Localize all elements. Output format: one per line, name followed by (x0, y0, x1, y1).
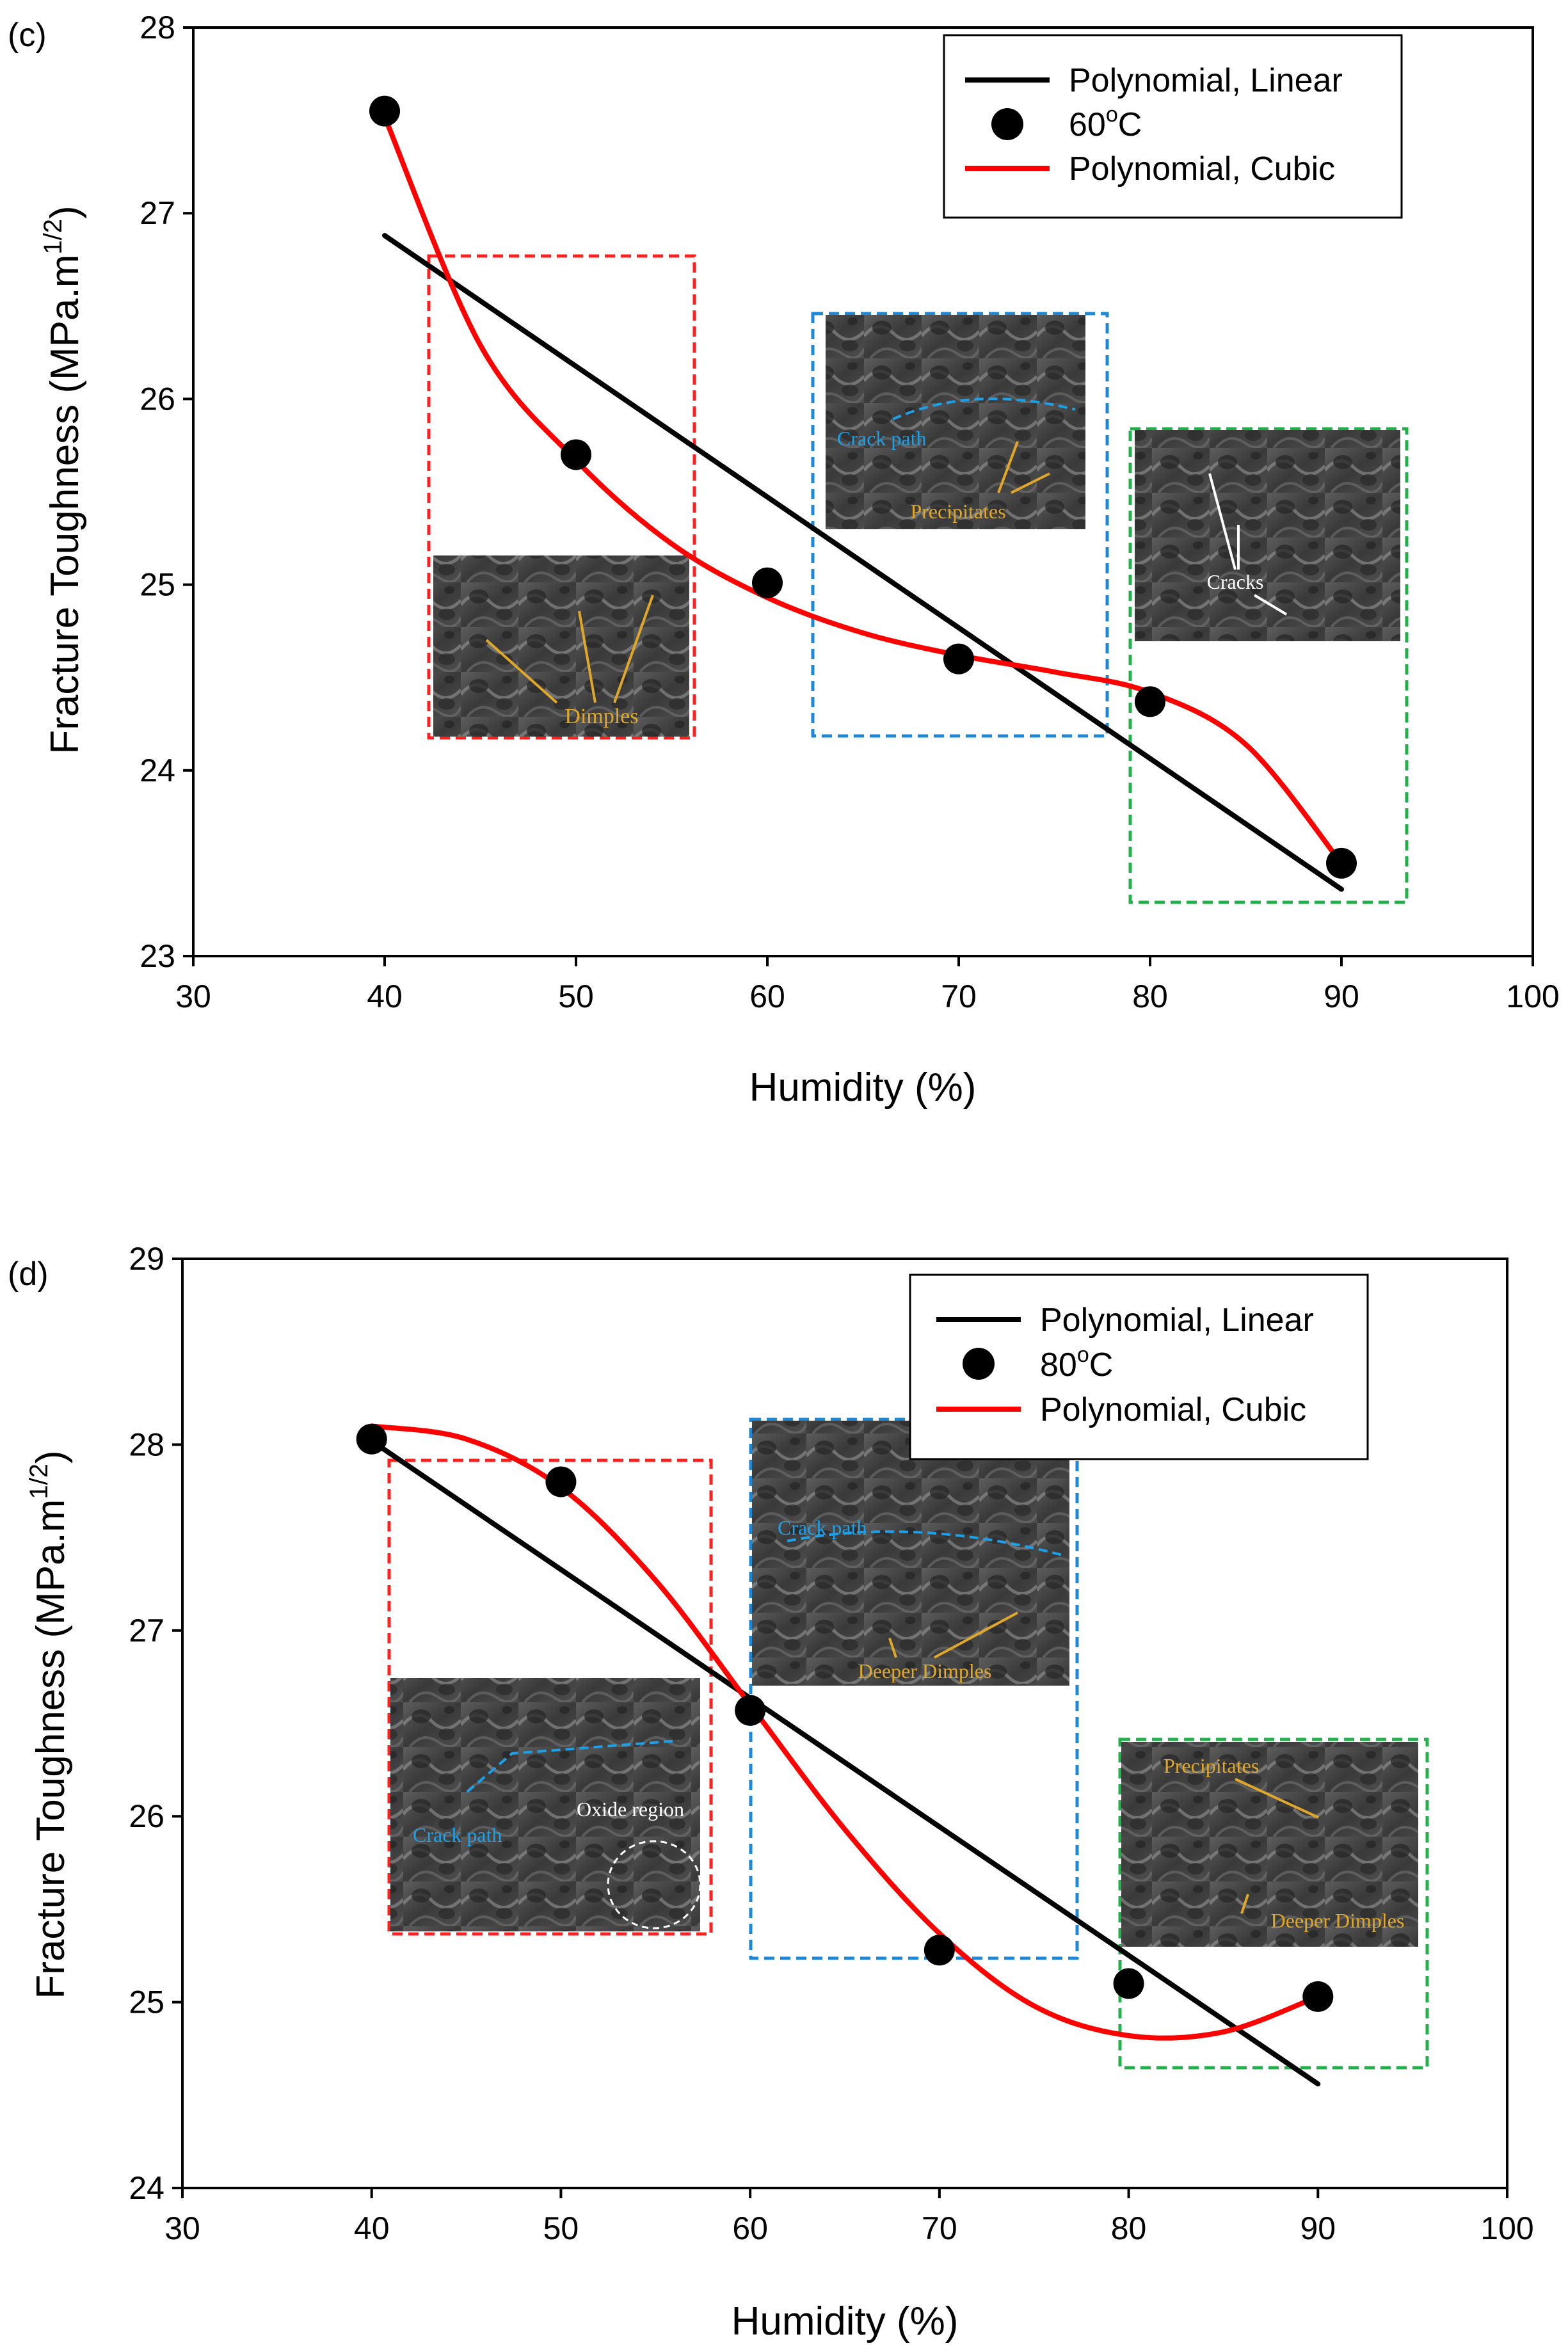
x-tick-label: 90 (1324, 978, 1359, 1014)
panel-label: (d) (8, 1256, 49, 1293)
x-tick-label: 90 (1300, 2210, 1336, 2246)
y-tick-label: 29 (129, 1241, 164, 1277)
sem-image (1135, 430, 1400, 641)
sem-inset-2: Crack path Deeper Dimples (749, 1418, 1079, 1960)
y-tick-label: 27 (140, 195, 175, 231)
legend-point-swatch (963, 1348, 995, 1380)
inset-label: Oxide region (577, 1798, 684, 1821)
inset-label: Deeper Dimples (858, 1659, 992, 1682)
y-axis-ticks: 23 24 25 26 27 28 (140, 10, 193, 974)
data-point (561, 439, 591, 470)
data-point (356, 1423, 387, 1455)
x-axis-ticks: 30 40 50 60 70 80 90 100 (164, 2188, 1534, 2246)
sem-image (752, 1421, 1069, 1686)
sem-inset-3: Cracks (1128, 427, 1409, 904)
data-point (1326, 847, 1357, 879)
y-axis-label: Fracture Toughness (MPa.m1/2) (39, 205, 87, 754)
inset-label: Crack path (778, 1516, 867, 1539)
linear-fit-line (382, 233, 1344, 892)
inset-box (387, 1458, 713, 1936)
sem-inset-2: Crack path Precipitates (811, 312, 1109, 738)
x-tick-label: 100 (1480, 2210, 1533, 2246)
sem-image (433, 555, 689, 737)
inset-label: Crack path (837, 427, 927, 450)
y-tick-label: 26 (129, 1798, 164, 1834)
y-tick-label: 24 (140, 753, 175, 788)
sem-inset-1: Dimples (427, 254, 696, 740)
series-layer (356, 1423, 1334, 2087)
legend-point-label: 60oC (1069, 102, 1142, 143)
x-tick-label: 40 (367, 978, 403, 1014)
y-axis-ticks: 24 25 26 27 28 29 (129, 1241, 182, 2206)
inset-label: Crack path (413, 1823, 502, 1846)
y-tick-label: 28 (140, 10, 175, 45)
data-point (1302, 1981, 1334, 2012)
legend: Polynomial, Linear 60oC Polynomial, Cubi… (943, 34, 1403, 219)
data-point (545, 1466, 577, 1497)
linear-fit-line (369, 1438, 1321, 2087)
inset-label: Dimples (564, 705, 638, 728)
data-point (943, 643, 974, 675)
x-tick-label: 30 (175, 978, 211, 1014)
panel-d: (d) 30 40 50 60 70 80 90 100 24 25 26 27 28 29 Humid… (8, 1241, 1534, 2344)
panel-c: (c) 30 40 50 60 70 80 90 100 23 24 25 26 27 28 Humid… (8, 10, 1560, 1110)
inset-label: Precipitates (1164, 1754, 1259, 1777)
data-point (1135, 686, 1165, 717)
inset-box (1128, 427, 1409, 904)
x-tick-label: 70 (922, 2210, 957, 2246)
cubic-fit-line (369, 1423, 1321, 2041)
x-tick-label: 80 (1111, 2210, 1147, 2246)
legend-linear-label: Polynomial, Linear (1040, 1302, 1314, 1339)
inset-box (811, 312, 1109, 738)
inset-box (1118, 1737, 1429, 2070)
plot-area (192, 26, 1534, 957)
cubic-fit-line (382, 114, 1344, 866)
x-axis-label: Humidity (%) (732, 2299, 959, 2344)
data-point (735, 1695, 766, 1726)
x-tick-label: 50 (543, 2210, 579, 2246)
y-tick-label: 25 (129, 1985, 164, 2020)
y-tick-label: 26 (140, 381, 175, 417)
sem-image (1121, 1742, 1418, 1947)
sem-image (826, 315, 1085, 529)
y-tick-label: 25 (140, 567, 175, 603)
x-tick-label: 70 (941, 978, 977, 1014)
data-point (369, 95, 400, 127)
sem-inset-1: Crack path Oxide region (387, 1458, 713, 1936)
inset-label: Cracks (1207, 570, 1264, 593)
legend: Polynomial, Linear 80oC Polynomial, Cubi… (909, 1274, 1369, 1460)
series-layer (369, 95, 1357, 892)
data-point (752, 567, 783, 598)
x-tick-label: 50 (558, 978, 594, 1014)
data-point (1113, 1968, 1144, 1999)
y-axis-label: Fracture Toughness (MPa.m1/2) (25, 1450, 73, 1999)
x-tick-label: 80 (1132, 978, 1168, 1014)
legend-point-swatch (991, 108, 1023, 140)
x-tick-label: 60 (732, 2210, 768, 2246)
data-point (924, 1935, 955, 1966)
inset-label: Deeper Dimples (1271, 1909, 1405, 1932)
y-tick-label: 28 (129, 1426, 164, 1462)
panel-label: (c) (8, 17, 47, 54)
x-tick-label: 60 (749, 978, 785, 1014)
y-tick-label: 23 (140, 938, 175, 974)
x-tick-label: 40 (354, 2210, 390, 2246)
y-tick-label: 27 (129, 1613, 164, 1649)
legend-point-label: 80oC (1040, 1343, 1113, 1384)
x-tick-label: 100 (1506, 978, 1559, 1014)
x-tick-label: 30 (164, 2210, 200, 2246)
plot-area (181, 1258, 1508, 2189)
inset-label: Precipitates (910, 500, 1005, 523)
y-tick-label: 24 (129, 2170, 164, 2206)
legend-cubic-label: Polynomial, Cubic (1069, 150, 1335, 188)
legend-linear-label: Polynomial, Linear (1069, 62, 1343, 99)
inset-box (427, 254, 696, 740)
legend-cubic-label: Polynomial, Cubic (1040, 1391, 1306, 1428)
x-axis-ticks: 30 40 50 60 70 80 90 100 (175, 956, 1560, 1014)
sem-image (390, 1678, 700, 1931)
x-axis-label: Humidity (%) (749, 1066, 977, 1110)
sem-inset-3: Precipitates Deeper Dimples (1118, 1737, 1429, 2070)
